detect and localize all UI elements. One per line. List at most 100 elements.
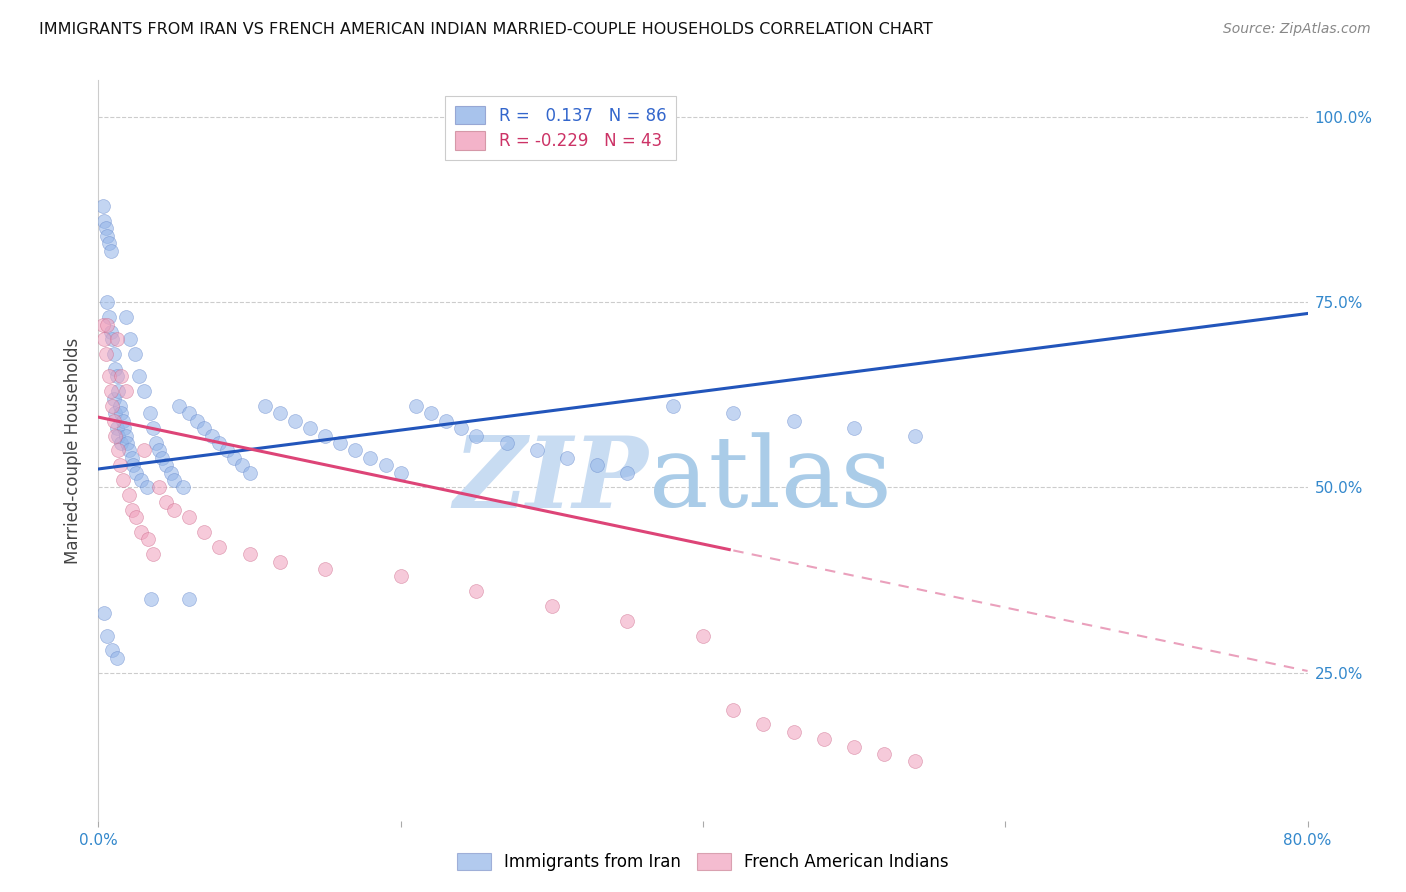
Point xyxy=(389,569,412,583)
Point xyxy=(314,428,336,442)
Point xyxy=(374,458,396,473)
Point xyxy=(783,414,806,428)
Point xyxy=(269,407,291,421)
Point xyxy=(118,488,141,502)
Point xyxy=(122,458,145,473)
Point xyxy=(616,466,638,480)
Point xyxy=(114,310,136,325)
Point xyxy=(124,347,146,361)
Point xyxy=(420,407,443,421)
Point xyxy=(284,414,307,428)
Point xyxy=(110,436,132,450)
Point xyxy=(94,347,117,361)
Point xyxy=(148,443,170,458)
Point xyxy=(114,384,136,399)
Point xyxy=(314,562,336,576)
Point xyxy=(105,650,128,665)
Point xyxy=(110,369,132,384)
Point xyxy=(103,414,125,428)
Point xyxy=(103,392,125,406)
Point xyxy=(179,510,201,524)
Point xyxy=(405,399,427,413)
Point xyxy=(163,473,186,487)
Y-axis label: Married-couple Households: Married-couple Households xyxy=(65,337,83,564)
Point xyxy=(101,333,124,347)
Point xyxy=(723,407,745,421)
Point xyxy=(107,443,129,458)
Point xyxy=(139,407,162,421)
Point xyxy=(110,407,132,421)
Point xyxy=(783,724,806,739)
Point xyxy=(661,399,683,413)
Point xyxy=(121,450,143,465)
Point xyxy=(105,369,128,384)
Legend: R =   0.137   N = 86, R = -0.229   N = 43: R = 0.137 N = 86, R = -0.229 N = 43 xyxy=(446,96,676,160)
Point xyxy=(93,214,115,228)
Point xyxy=(112,421,135,435)
Point xyxy=(586,458,609,473)
Point xyxy=(752,717,775,731)
Point xyxy=(91,199,114,213)
Point xyxy=(93,333,115,347)
Point xyxy=(107,428,129,442)
Point xyxy=(201,428,224,442)
Point xyxy=(215,443,238,458)
Point xyxy=(844,739,866,754)
Point xyxy=(179,591,201,606)
Point xyxy=(91,318,114,332)
Point xyxy=(148,480,170,494)
Point xyxy=(98,310,121,325)
Text: IMMIGRANTS FROM IRAN VS FRENCH AMERICAN INDIAN MARRIED-COUPLE HOUSEHOLDS CORRELA: IMMIGRANTS FROM IRAN VS FRENCH AMERICAN … xyxy=(39,22,934,37)
Point xyxy=(96,628,118,642)
Point xyxy=(160,466,183,480)
Point xyxy=(108,399,131,413)
Point xyxy=(125,510,148,524)
Point xyxy=(100,384,122,399)
Point xyxy=(111,414,134,428)
Point xyxy=(231,458,253,473)
Point xyxy=(193,524,215,539)
Point xyxy=(100,325,122,339)
Point xyxy=(465,584,488,599)
Point xyxy=(540,599,562,613)
Point xyxy=(813,732,835,747)
Point xyxy=(128,369,150,384)
Point xyxy=(108,458,131,473)
Point xyxy=(115,436,138,450)
Point xyxy=(94,221,117,235)
Point xyxy=(100,244,122,258)
Point xyxy=(193,421,215,435)
Point xyxy=(224,450,246,465)
Point xyxy=(269,554,291,569)
Point xyxy=(125,466,148,480)
Point xyxy=(329,436,352,450)
Point xyxy=(239,466,262,480)
Point xyxy=(114,428,136,442)
Point xyxy=(129,473,152,487)
Point xyxy=(105,333,128,347)
Point xyxy=(163,502,186,516)
Point xyxy=(555,450,578,465)
Point xyxy=(450,421,472,435)
Point xyxy=(179,407,201,421)
Point xyxy=(389,466,412,480)
Point xyxy=(105,421,128,435)
Point xyxy=(844,421,866,435)
Point xyxy=(118,443,141,458)
Point xyxy=(120,333,142,347)
Point xyxy=(93,607,115,621)
Point xyxy=(723,703,745,717)
Point xyxy=(107,384,129,399)
Point xyxy=(136,533,159,547)
Text: Source: ZipAtlas.com: Source: ZipAtlas.com xyxy=(1223,22,1371,37)
Point xyxy=(141,591,163,606)
Legend: Immigrants from Iran, French American Indians: Immigrants from Iran, French American In… xyxy=(449,845,957,880)
Point xyxy=(904,428,927,442)
Point xyxy=(96,295,118,310)
Point xyxy=(360,450,382,465)
Point xyxy=(904,755,927,769)
Point xyxy=(434,414,457,428)
Point xyxy=(239,547,262,561)
Point xyxy=(873,747,896,761)
Point xyxy=(186,414,208,428)
